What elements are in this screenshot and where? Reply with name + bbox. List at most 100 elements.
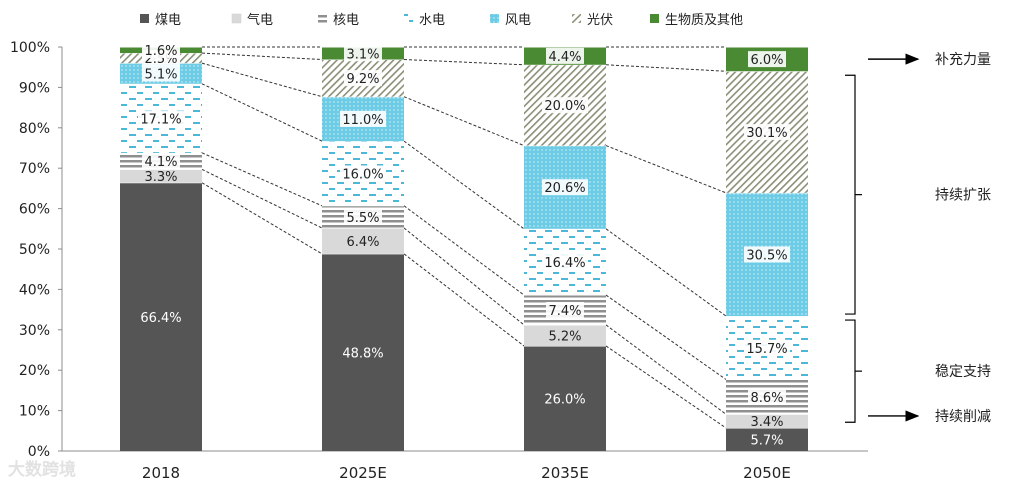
connector-line (403, 227, 525, 326)
data-label: 5.5% (346, 211, 379, 226)
x-tick-label: 2035E (541, 464, 589, 482)
data-label: 3.1% (346, 47, 379, 62)
connector-line (403, 59, 525, 66)
y-tick-label: 30% (19, 323, 50, 339)
connector-line (201, 168, 323, 229)
y-tick-label: 70% (19, 161, 50, 177)
data-label: 8.6% (750, 391, 783, 406)
data-label: 3.4% (750, 415, 783, 430)
data-label-bg (344, 208, 382, 225)
data-label-bg (340, 110, 386, 127)
data-label-bg (546, 302, 584, 319)
watermark-text: 大数跨境 (8, 460, 76, 480)
connector-line (201, 52, 323, 61)
legend-swatch (650, 14, 659, 23)
legend-swatch (490, 14, 499, 23)
bar-segment (120, 182, 202, 451)
data-label: 7.4% (548, 304, 581, 319)
data-label: 1.6% (144, 44, 177, 59)
bar-segment (524, 324, 606, 346)
legend-swatch (231, 13, 242, 24)
connector-line (605, 324, 727, 415)
bar-segment (726, 414, 808, 428)
y-tick-label: 0% (28, 444, 50, 460)
connector-line (605, 145, 727, 194)
data-labels: 66.4% 48.8% 26.0% 5.7% 3.3% 6.4% 5.2% 3.4% 4.1% 5… (138, 42, 790, 448)
annotation-bracket (845, 319, 856, 423)
annotation-label: 持续削减 (935, 408, 991, 425)
data-label: 11.0% (342, 113, 383, 128)
data-label-bg (546, 47, 584, 64)
legend-swatch (572, 14, 581, 23)
y-tick-label: 40% (19, 282, 50, 298)
x-tick-label: 2025E (339, 464, 387, 482)
bar-segment (726, 427, 808, 451)
y-tick-label: 50% (19, 242, 50, 258)
data-label: 30.5% (746, 248, 787, 263)
y-tick-label: 60% (19, 202, 50, 218)
data-label: 5.7% (750, 433, 783, 448)
legend-swatch (140, 14, 149, 23)
legend-label: 气电 (247, 12, 273, 28)
data-label: 48.8% (342, 346, 383, 361)
legend-label: 煤电 (155, 13, 181, 28)
data-label: 6.0% (750, 53, 783, 68)
connector-line (201, 182, 323, 255)
x-axis: 2018 2025E 2035E 2050E (142, 464, 791, 482)
bar-segment (120, 169, 202, 183)
connector-line (201, 62, 323, 98)
watermark: 大数跨境 (8, 455, 76, 480)
legend-label: 生物质及其他 (665, 13, 743, 28)
connector-line (201, 83, 323, 142)
connector-line (605, 64, 727, 72)
data-label: 5.1% (144, 67, 177, 82)
annotation-label: 稳定支持 (935, 364, 991, 380)
bars (120, 46, 808, 451)
legend-label: 水电 (419, 13, 445, 28)
data-label-bg (744, 124, 790, 141)
data-label-bg (542, 179, 588, 196)
connector-line (403, 96, 525, 147)
x-tick-label: 2018 (142, 464, 180, 482)
data-label: 26.0% (544, 392, 585, 407)
connector-line (403, 205, 525, 296)
data-label-bg (340, 165, 386, 182)
legend: 煤电 气电 核电 水电 风电 光伏 生物质及其他 (140, 12, 743, 28)
data-label-bg (138, 110, 184, 127)
y-tick-label: 20% (19, 363, 50, 379)
data-label: 17.1% (140, 112, 181, 127)
connector-line (605, 294, 727, 380)
data-label-bg (142, 65, 180, 82)
data-label-bg (744, 339, 790, 356)
bar-segment (322, 227, 404, 254)
legend-swatch (404, 14, 413, 23)
data-label-bg (748, 388, 786, 405)
data-label: 20.6% (544, 181, 585, 196)
data-label: 20.0% (544, 99, 585, 114)
data-label: 5.2% (548, 329, 581, 344)
annotation-label: 补充力量 (935, 52, 991, 68)
connector-lines (201, 46, 727, 429)
data-label-bg (744, 246, 790, 263)
y-axis: 0% 10% 20% 30% 40% 50% 60% 70% 80% 90% 100% (10, 40, 868, 460)
x-tick-label: 2050E (743, 464, 791, 482)
data-label: 3.3% (144, 170, 177, 185)
data-label-bg (542, 97, 588, 114)
data-label: 6.4% (346, 235, 379, 250)
data-label-bg (748, 51, 786, 68)
data-label: 30.1% (746, 126, 787, 141)
data-label: 9.2% (346, 72, 379, 87)
connector-line (403, 253, 525, 347)
data-label-bg (142, 153, 180, 170)
data-label-bg (142, 42, 180, 59)
bar-segment (322, 253, 404, 451)
data-label: 16.4% (544, 256, 585, 271)
data-label: 66.4% (140, 311, 181, 326)
legend-label: 核电 (333, 13, 359, 28)
y-tick-label: 90% (19, 80, 50, 96)
data-label: 4.4% (548, 50, 581, 65)
connector-line (201, 152, 323, 207)
connector-line (605, 228, 727, 317)
connector-line (403, 140, 525, 230)
